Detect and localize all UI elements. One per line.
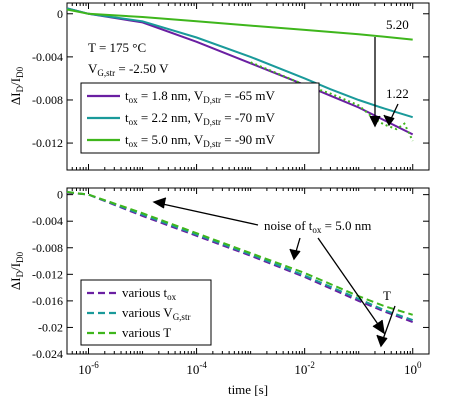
svg-text:various tox: various tox (122, 285, 177, 302)
y-tick-label: -0.008 (32, 241, 63, 255)
y-tick-label: -0.012 (32, 136, 63, 150)
x-tick-label: 10-2 (294, 360, 315, 377)
top-legend-box (80, 82, 320, 154)
gate-voltage-label: VG,str = -2.50 V (88, 61, 169, 78)
top-legend-item-3: tox = 5.0 nm, VD,str = -90 mV (87, 132, 276, 149)
bottom-series-lines (66, 191, 414, 324)
top-legend-item-1: tox = 1.8 nm, VD,str = -65 mV (87, 88, 276, 105)
x-tick-label: 100 (404, 360, 422, 377)
svg-text:tox = 1.8 nm, VD,str = -65 mV: tox = 1.8 nm, VD,str = -65 mV (125, 88, 276, 105)
x-tick-label: 10-6 (78, 360, 99, 377)
top-series-lines (66, 7, 414, 136)
x-axis-label: time [s] (228, 382, 268, 397)
svg-text:tox = 2.2 nm, VD,str = -70 mV: tox = 2.2 nm, VD,str = -70 mV (125, 110, 276, 127)
y-tick-label: -0.016 (32, 294, 63, 308)
y-tick-label: 0 (57, 7, 63, 21)
y-tick-label: 0 (57, 188, 63, 202)
bottom-legend-item-1: various tox (87, 285, 177, 302)
y-tick-label: -0.008 (32, 93, 63, 107)
series-line-1 (66, 191, 414, 324)
top-dotted-line (250, 61, 414, 142)
series-line-3 (66, 8, 413, 41)
svg-text:tox = 5.0 nm, VD,str = -90 mV: tox = 5.0 nm, VD,str = -90 mV (125, 132, 276, 149)
top-legend-item-2: tox = 2.2 nm, VD,str = -70 mV (87, 110, 276, 127)
bottom-legend: various tox various VG,str various T (80, 279, 212, 346)
bottom-arrows (152, 197, 396, 348)
dotted-series-line (250, 61, 414, 142)
x-tick-label: 10-4 (186, 360, 207, 377)
top-arrows (369, 37, 399, 128)
noise-annotation: noise of tox = 5.0 nm (264, 218, 371, 235)
bottom-panel: 0 -0.004 -0.008 -0.012 -0.016 -0.02 -0.024 10-… (8, 187, 430, 397)
series-line-2 (66, 7, 413, 119)
bottom-y-axis-label: ΔID/ID0 (8, 251, 25, 290)
top-y-axis-label: ΔID/ID0 (8, 66, 25, 105)
y-tick-label: -0.004 (32, 50, 63, 64)
temperature-label: T = 175 °C (88, 40, 146, 55)
temperature-arrow-label: T (383, 288, 391, 303)
bottom-legend-item-3: various T (87, 325, 171, 340)
ratio-label-1-22: 1.22 (386, 86, 409, 101)
ratio-label-5-20: 5.20 (386, 17, 409, 32)
bottom-x-ticks: 10-6 10-4 10-2 100 (66, 188, 430, 377)
top-x-ticks (66, 3, 430, 170)
bottom-legend-item-2: various VG,str (87, 305, 190, 322)
y-tick-label: -0.024 (32, 347, 63, 361)
series-line-3 (66, 191, 413, 316)
svg-text:various VG,str: various VG,str (122, 305, 190, 322)
series-line-2 (66, 191, 414, 322)
bottom-y-ticks: 0 -0.004 -0.008 -0.012 -0.016 -0.02 -0.024 (32, 188, 429, 361)
top-y-ticks: 0 -0.004 -0.008 -0.012 (32, 7, 429, 150)
y-tick-label: -0.004 (32, 214, 63, 228)
y-tick-label: -0.012 (32, 267, 63, 281)
top-panel: 0 -0.004 -0.008 -0.012 ΔID/ID0 T = 175 °C V… (8, 2, 430, 171)
svg-text:various T: various T (122, 325, 171, 340)
y-tick-label: -0.02 (38, 320, 63, 334)
top-legend: tox = 1.8 nm, VD,str = -65 mV tox = 2.2 … (80, 82, 320, 154)
